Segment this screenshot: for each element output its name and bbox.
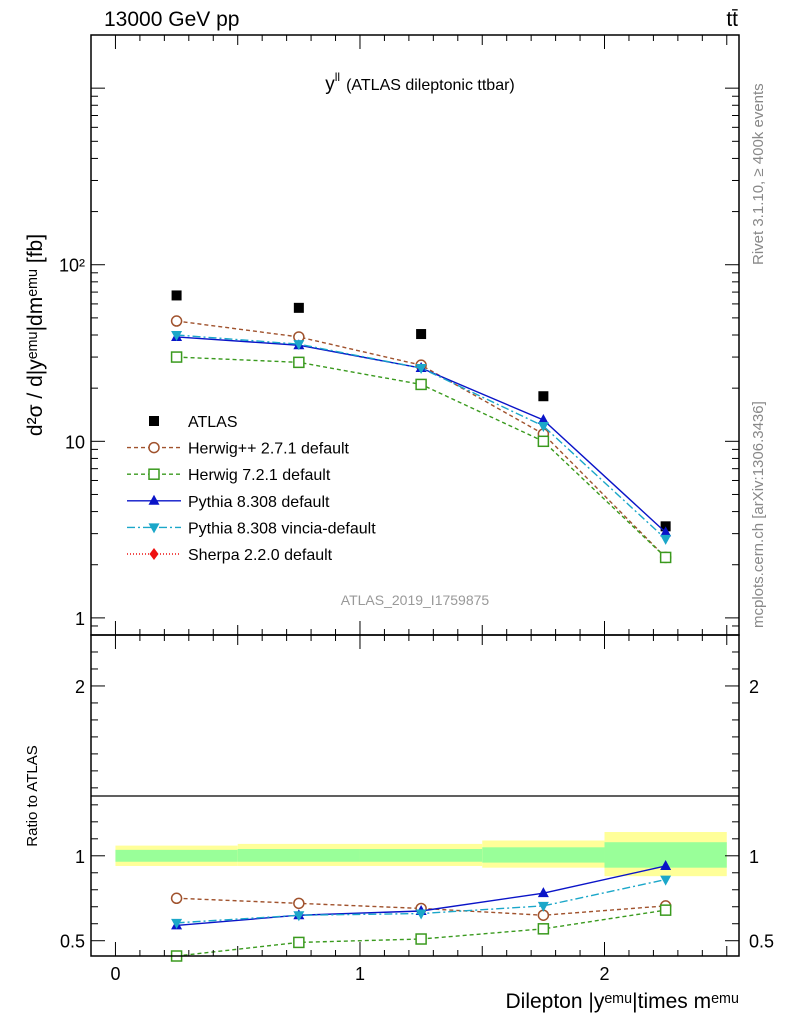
ratio-frame [90, 634, 740, 957]
side-label-top: Rivet 3.1.10, ≥ 400k events [750, 83, 767, 265]
ratio-band-inner [482, 847, 605, 863]
ratio-point-vincia [171, 918, 183, 929]
main-series-group [170, 290, 672, 564]
header-left: 13000 GeV pp [104, 8, 239, 31]
ratio-y-tick-label-right: 2 [749, 677, 759, 697]
main-point-vincia [415, 364, 427, 375]
legend-marker-herwig7 [148, 468, 160, 480]
ratio-point-pythia [537, 887, 549, 898]
main-y-tick-label: 1 [75, 609, 85, 629]
main-point-vincia [293, 340, 305, 351]
ratio-y-tick-label-right: 0.5 [749, 932, 774, 952]
ratio-point-pythia [660, 859, 672, 870]
main-point-pythia [537, 414, 549, 425]
main-point-vincia [537, 422, 549, 433]
x-tick-label: 1 [355, 964, 365, 984]
x-axis-label: Dilepton |yᵉᵐᵘ|times mᵉᵐᵘ [505, 990, 739, 1013]
ratio-line-herwigpp [176, 897, 666, 916]
x-tick-label: 2 [600, 964, 610, 984]
ratio-uncertainty-bands [115, 832, 727, 877]
ratio-band-inner [115, 849, 238, 862]
legend-marker-pythia [148, 494, 160, 505]
main-point-atlas [660, 521, 671, 532]
main-y-axis-label: d²σ / d|yᵉᵐᵘ|dmᵉᵐᵘ [fb] [24, 234, 47, 436]
main-point-vincia [660, 534, 672, 545]
ratio-band-inner [359, 849, 483, 862]
main-point-herwig7 [415, 378, 427, 391]
main-point-atlas [538, 391, 549, 402]
main-point-herwigpp [170, 315, 183, 327]
legend-marker-vincia [148, 523, 160, 534]
legend-marker-sherpa [149, 548, 159, 560]
side-label-bottom: mcplots.cern.ch [arXiv:1306.3436] [750, 401, 767, 628]
ratio-y-axis-label: Ratio to ATLAS [24, 745, 41, 846]
header-right: tt̄ [726, 8, 738, 31]
legend-label-vincia: Pythia 8.308 vincia-default [188, 520, 376, 537]
legend-label-sherpa: Sherpa 2.2.0 default [188, 547, 333, 564]
legend-label-atlas: ATLAS [188, 414, 238, 431]
ratio-y-tick-label: 2 [75, 677, 85, 697]
main-y-tick-label: 10² [59, 256, 85, 276]
main-point-atlas [293, 302, 304, 313]
ratio-point-herwigpp [293, 897, 305, 910]
ratio-point-herwig7 [659, 904, 672, 916]
main-point-atlas [416, 329, 427, 340]
main-point-vincia [171, 331, 183, 341]
main-y-tick-label: 10 [65, 432, 85, 452]
legend-label-herwigpp: Herwig++ 2.7.1 default [188, 441, 350, 458]
analysis-label: ATLAS_2019_I1759875 [341, 592, 490, 608]
main-frame [90, 34, 740, 636]
ratio-point-herwig7 [415, 933, 427, 945]
ratio-point-vincia [415, 909, 427, 920]
ratio-point-vincia [537, 901, 549, 912]
ratio-point-herwigpp [170, 892, 183, 905]
main-title: yll (ATLAS dileptonic ttbar) [325, 70, 515, 95]
legend: ATLAS Herwig++ 2.7.1 default Herwig 7.2.1 … [127, 414, 376, 564]
ratio-y-tick-label-right: 1 [749, 847, 759, 867]
main-point-herwig7 [659, 551, 672, 564]
legend-label-herwig7: Herwig 7.2.1 default [188, 467, 331, 484]
ratio-point-herwig7 [293, 936, 305, 949]
ratio-y-tick-label: 0.5 [60, 932, 85, 952]
ratio-point-herwig7 [537, 923, 550, 935]
main-point-pythia [660, 526, 672, 537]
main-point-herwig7 [537, 435, 550, 448]
ratio-band-inner [237, 849, 360, 862]
x-tick-label: 0 [110, 964, 120, 984]
ratio-point-vincia [293, 911, 305, 922]
ratio-y-tick-label: 1 [75, 847, 85, 867]
main-point-herwig7 [170, 351, 183, 363]
main-point-herwig7 [293, 356, 305, 369]
legend-label-pythia: Pythia 8.308 default [188, 494, 330, 511]
ratio-series-group [170, 859, 672, 962]
legend-marker-herwigpp [148, 441, 160, 454]
ratio-point-vincia [660, 875, 672, 886]
ratio-panel: 0.5 0.5 1 1 2 2 0 1 2 Ratio to ATLAS Dilepton |y… [24, 634, 774, 1013]
main-point-atlas [171, 290, 182, 301]
legend-marker-atlas [149, 416, 159, 426]
main-panel: 1 10 10² yll (ATLAS dileptonic ttbar) d²σ /… [24, 34, 740, 636]
